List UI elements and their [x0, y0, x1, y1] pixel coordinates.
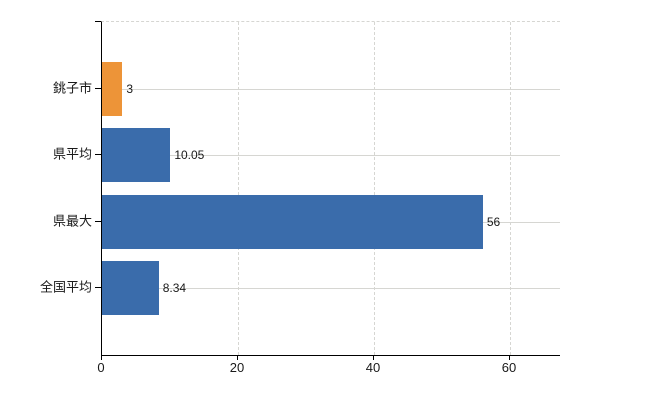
- x-axis-tick-label: 20: [229, 360, 245, 375]
- x-axis-tick-label: 0: [97, 360, 105, 375]
- bar: [102, 194, 483, 249]
- y-gridline: [102, 288, 560, 289]
- x-gridline: [374, 22, 375, 355]
- bar-value-label: 10.05: [174, 148, 205, 163]
- category-label: 県最大: [52, 213, 92, 229]
- y-axis-tick: [95, 88, 101, 89]
- x-axis-tick-label: 40: [365, 360, 381, 375]
- y-axis-tick: [95, 154, 101, 156]
- x-axis-tick-label: 60: [501, 360, 517, 375]
- x-axis-tick: [101, 355, 102, 360]
- bar: [102, 62, 123, 116]
- bar-value-label: 8.34: [162, 281, 187, 295]
- bar: [102, 128, 171, 183]
- x-axis-tick: [373, 355, 374, 360]
- y-axis-tick: [95, 220, 101, 222]
- category-label: 県平均: [52, 146, 92, 162]
- y-gridline: [102, 155, 560, 157]
- bar-value-label: 56: [486, 214, 501, 229]
- x-gridline: [510, 22, 512, 355]
- category-label: 銚子市: [52, 80, 92, 96]
- y-axis-tick: [95, 287, 101, 288]
- x-axis-tick: [509, 355, 511, 360]
- plot-area: 3 10.05 56 8.34: [101, 21, 560, 356]
- category-label: 全国平均: [39, 279, 92, 295]
- y-axis-top-tick: [95, 21, 101, 22]
- x-axis-tick: [237, 355, 238, 360]
- y-gridline: [102, 89, 560, 90]
- bar-value-label: 3: [126, 82, 134, 96]
- x-gridline: [238, 22, 239, 355]
- bar: [102, 261, 159, 315]
